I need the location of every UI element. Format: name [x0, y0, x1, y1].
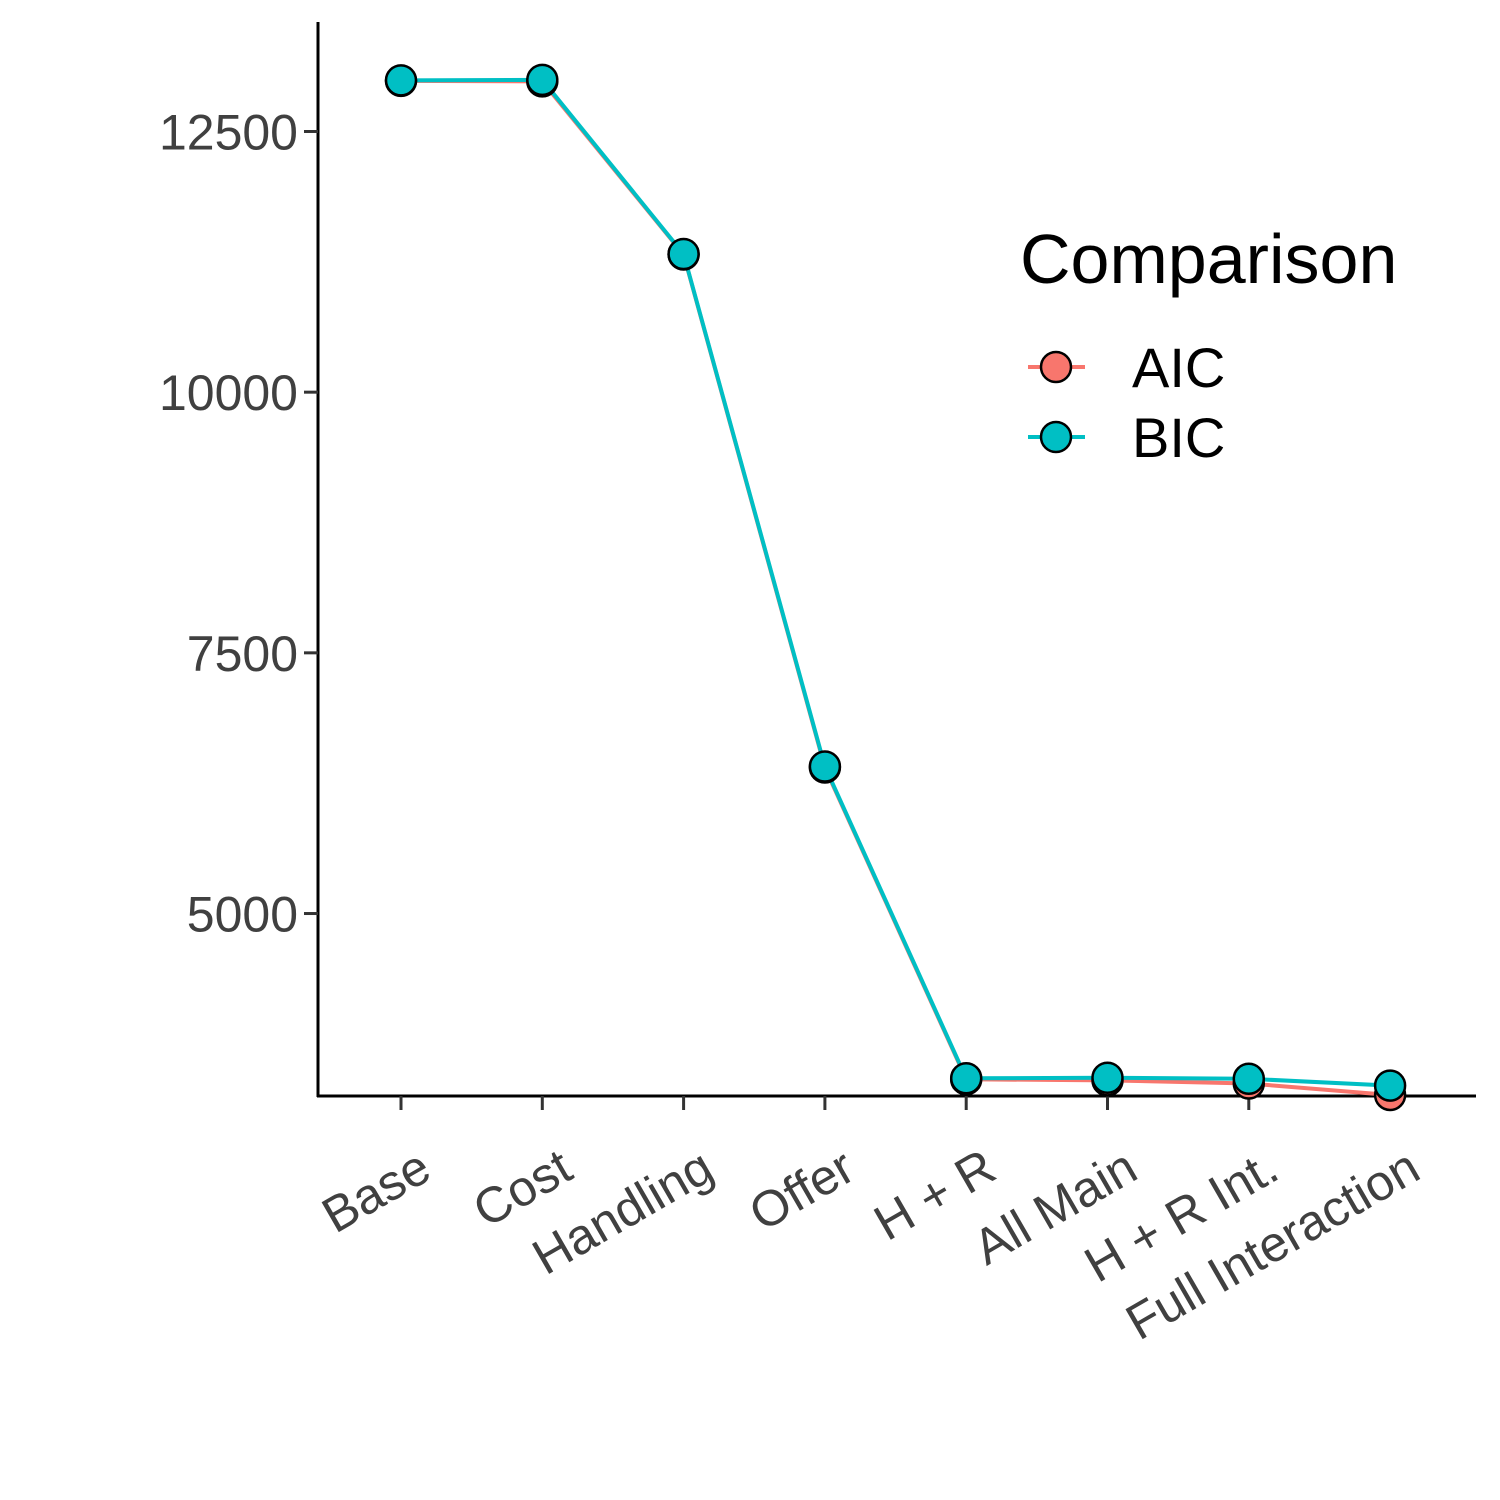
data-point-bic: [808, 750, 842, 783]
legend-key-point: [1039, 350, 1073, 384]
series-layer: [384, 63, 1407, 1112]
legend-label-aic: AIC: [1132, 336, 1225, 399]
y-tick-label: 5000: [187, 887, 298, 943]
y-tick-label: 7500: [187, 626, 298, 682]
data-point-bic: [384, 64, 418, 97]
data-point-bic: [1373, 1069, 1407, 1102]
x-tick-label: Offer: [740, 1138, 863, 1242]
legend-key-point: [1039, 420, 1073, 454]
data-point-bic: [1091, 1061, 1124, 1095]
y-tick-label: 10000: [159, 365, 298, 421]
legend: Comparison AIC BIC: [1020, 220, 1397, 469]
data-point-bic: [667, 237, 700, 271]
legend-label-bic: BIC: [1132, 406, 1225, 469]
data-point-bic: [526, 63, 559, 97]
x-tick-label: Base: [313, 1138, 440, 1243]
legend-entries: AIC BIC: [1028, 336, 1225, 469]
legend-title: Comparison: [1020, 220, 1397, 298]
data-point-bic: [949, 1062, 983, 1095]
data-point-bic: [1232, 1062, 1266, 1096]
series-line-bic: [400, 77, 1391, 1088]
y-tick-label: 12500: [159, 104, 298, 160]
